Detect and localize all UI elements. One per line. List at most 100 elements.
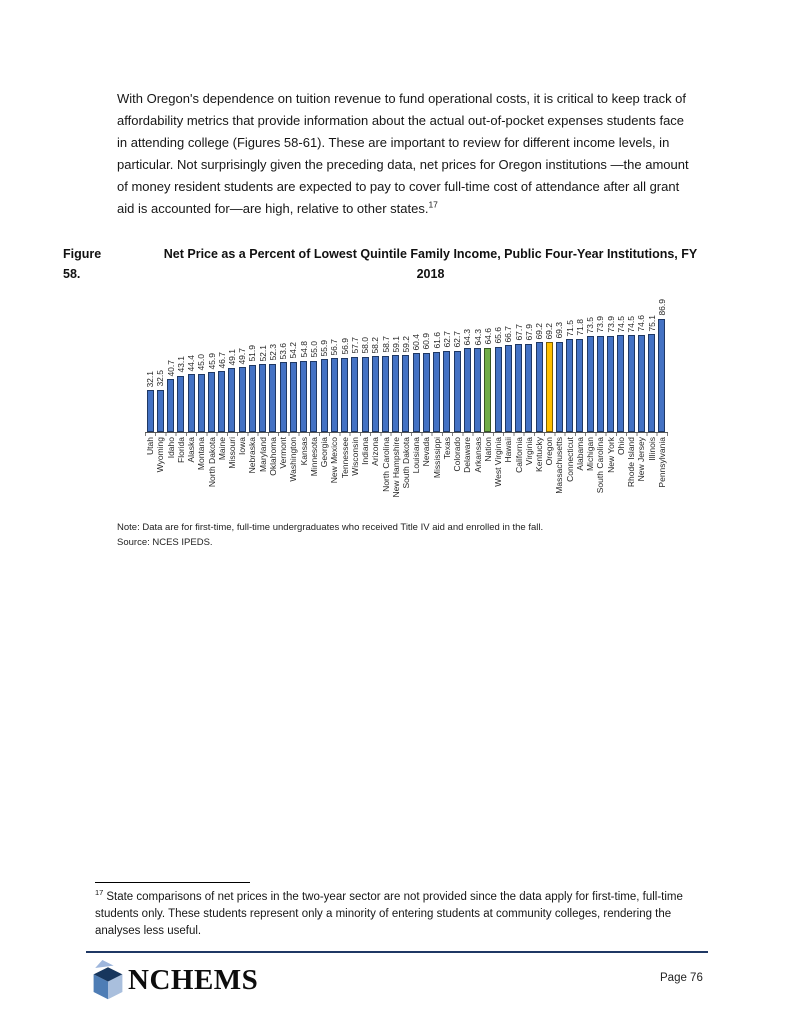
bar-hawaii (504, 345, 512, 432)
bar-value-label: 74.5 (626, 315, 637, 333)
bar-value-label: 51.9 (247, 344, 258, 362)
bar-value-label: 49.7 (237, 347, 248, 365)
bar-value-label: 69.2 (534, 322, 545, 340)
nchems-cube-icon (93, 960, 123, 1000)
bar-value-label: 86.9 (656, 299, 667, 317)
bar-slot: 55.9 (319, 292, 329, 432)
category-label: Arkansas (472, 437, 483, 473)
bar-nation (484, 348, 492, 432)
bar-value-label: 73.5 (585, 316, 596, 334)
bar-minnesota (310, 360, 318, 432)
category-label: Colorado (452, 437, 463, 472)
bar-value-label: 43.1 (175, 356, 186, 373)
category-label: Virginia (523, 437, 534, 466)
figure-caption: Figure 58. Net Price as a Percent of Low… (63, 244, 741, 284)
bar-slot: 64.6 (483, 292, 493, 432)
bar-kansas (300, 360, 308, 432)
bar-tennessee (341, 358, 349, 432)
category-label: Alabama (574, 437, 585, 471)
bar-value-label: 71.5 (564, 319, 575, 337)
bar-value-label: 55.0 (308, 340, 319, 358)
bar-slot: 54.8 (299, 292, 309, 432)
bar-illinois (648, 334, 656, 432)
bar-slot: 44.4 (186, 292, 196, 432)
bar-slot: 32.1 (145, 292, 155, 432)
category-label: Tennessee (339, 437, 350, 479)
bar-slot: 58.2 (370, 292, 380, 432)
category-label: Hawaii (503, 437, 514, 463)
bar-new-york (607, 335, 615, 432)
bar-value-label: 45.9 (206, 352, 217, 370)
bar-slot: 32.5 (155, 292, 165, 432)
bar-slot: 51.9 (247, 292, 257, 432)
bar-slot: 53.6 (278, 292, 288, 432)
bar-pennsylvania (658, 319, 666, 432)
category-label: Maine (216, 437, 227, 461)
category-label: Pennsylvania (656, 437, 667, 488)
bar-value-label: 59.2 (400, 335, 411, 353)
bar-value-label: 58.7 (380, 336, 391, 353)
bar-wisconsin (351, 357, 359, 432)
bar-michigan (586, 336, 594, 432)
bar-value-label: 60.9 (421, 333, 432, 350)
category-label: Idaho (165, 437, 176, 459)
bar-delaware (463, 348, 471, 432)
category-axis: Utah Wyoming Idaho Florida Alaska Montana Nort… (145, 437, 667, 525)
bar-slot: 67.7 (513, 292, 524, 432)
bar-value-label: 66.7 (503, 325, 514, 343)
bar-slot: 61.6 (432, 292, 442, 432)
bar-value-label: 52.1 (257, 344, 268, 362)
bar-colorado (453, 350, 461, 432)
category-label: New Mexico (329, 437, 340, 484)
bar-value-label: 64.3 (472, 328, 483, 346)
bar-slot: 62.7 (452, 292, 462, 432)
category-label: Wyoming (155, 437, 166, 473)
bar-vermont (279, 362, 287, 432)
bar-value-label: 52.3 (267, 344, 278, 362)
bar-slot: 49.1 (227, 292, 237, 432)
bar-value-label: 53.6 (278, 342, 289, 360)
category-label: Iowa (237, 437, 248, 455)
footer-rule (86, 951, 708, 953)
bar-slot: 62.7 (442, 292, 452, 432)
footnote-separator (95, 882, 250, 883)
category-label: Missouri (226, 437, 237, 469)
bar-slot: 45.0 (196, 292, 206, 432)
bar-value-label: 67.7 (513, 324, 524, 341)
chart-notes: Note: Data are for first-time, full-time… (117, 521, 543, 550)
category-label: Nation (482, 437, 493, 462)
bar-slot: 64.3 (462, 292, 472, 432)
bar-washington (289, 361, 297, 432)
bar-slot: 52.3 (268, 292, 278, 432)
category-label: Nevada (421, 437, 432, 467)
category-label: Vermont (278, 437, 289, 469)
figure-title-line1: Net Price as a Percent of Lowest Quintil… (163, 247, 698, 261)
bar-oregon (545, 342, 553, 432)
bar-value-label: 54.8 (298, 341, 309, 358)
bar-maine (218, 371, 226, 432)
bar-value-label: 56.7 (329, 338, 340, 356)
bar-slot: 73.5 (585, 292, 595, 432)
bar-slot: 74.6 (636, 292, 646, 432)
bar-south-carolina (596, 335, 604, 432)
bar-value-label: 58.2 (370, 336, 381, 354)
category-label: Mississippi (431, 437, 442, 479)
bar-slot: 73.9 (606, 292, 616, 432)
category-label: California (513, 437, 524, 473)
bar-value-label: 73.9 (595, 316, 606, 333)
category-label: Maryland (257, 437, 268, 472)
bar-slot: 71.8 (575, 292, 585, 432)
category-label: Indiana (360, 437, 371, 465)
category-label: Louisiana (411, 437, 422, 474)
bar-alabama (576, 338, 584, 432)
category-label: New Jersey (636, 437, 647, 482)
bar-florida (177, 375, 185, 432)
bar-slot: 69.3 (554, 292, 564, 432)
bar-value-label: 62.7 (452, 330, 463, 348)
category-label: Michigan (585, 437, 596, 472)
bar-slot: 73.9 (595, 292, 605, 432)
category-label: Wisconsin (349, 437, 360, 476)
category-label: North Carolina (380, 437, 391, 492)
bar-kentucky (535, 342, 543, 432)
bar-texas (443, 350, 451, 432)
